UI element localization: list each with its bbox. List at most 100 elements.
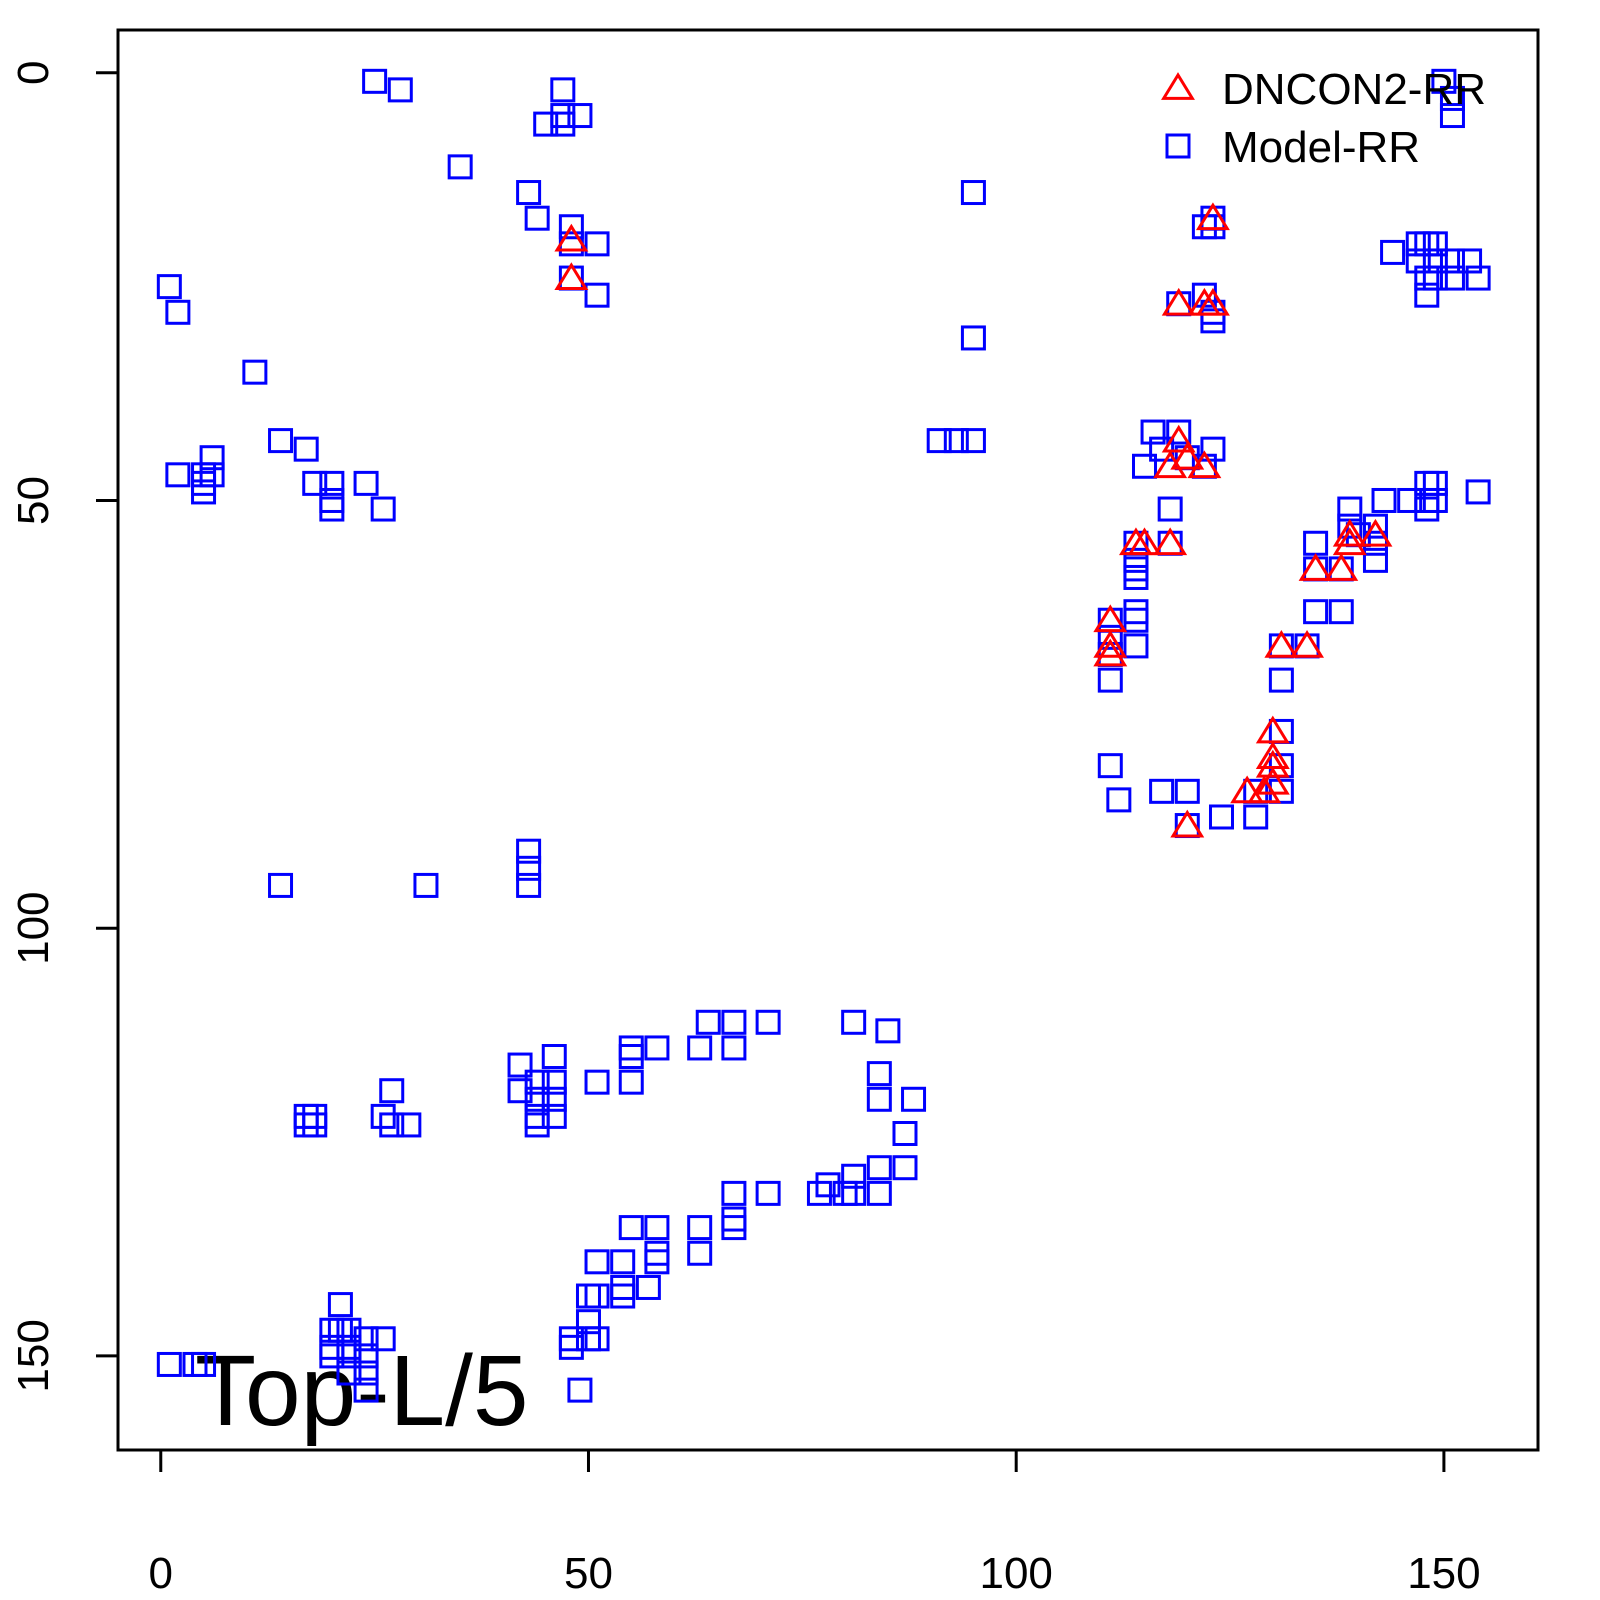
point [1422,265,1448,291]
point [892,1155,918,1181]
point [550,111,576,137]
point [507,1078,533,1104]
legend-marker [1161,72,1195,100]
x-tick-label: 100 [979,1549,1052,1598]
point [1414,496,1440,522]
point [1422,470,1448,496]
point [1230,775,1265,804]
point [1303,530,1329,556]
point [447,154,473,180]
point [1422,248,1448,274]
point [1187,450,1222,479]
point [610,1283,636,1309]
point [558,1326,584,1352]
point [199,445,225,471]
point [584,1326,610,1352]
point [1200,214,1226,240]
point [1174,778,1200,804]
point [541,1086,567,1112]
point [541,1069,567,1095]
point [507,1052,533,1078]
point [960,428,986,454]
point [541,1103,567,1129]
point [926,428,952,454]
point [516,180,542,206]
point [1405,231,1431,257]
point [687,1035,713,1061]
point [156,274,182,300]
point [1439,85,1465,111]
point [302,470,328,496]
point [567,1377,593,1403]
point [1161,424,1196,453]
point [327,1292,353,1318]
x-tick-label: 50 [564,1549,613,1598]
point [379,1112,405,1138]
point [644,1249,670,1275]
point [1157,496,1183,522]
point [721,1180,747,1206]
point [1439,248,1465,274]
point [319,496,345,522]
point [1465,479,1491,505]
point [1140,419,1166,445]
point [302,1103,328,1129]
point [1127,527,1162,556]
y-tick-label: 150 [9,1319,58,1392]
point [524,1112,550,1138]
point [1255,749,1290,778]
point [550,103,576,129]
point [1097,667,1123,693]
point [1332,527,1367,556]
point [1337,496,1363,522]
point [1332,518,1367,547]
point [1337,513,1363,539]
point [319,470,345,496]
point [1405,248,1431,274]
point [541,1044,567,1070]
point [1153,450,1188,479]
point [1093,630,1128,658]
point [336,1360,362,1386]
point [1123,633,1149,659]
point [1268,667,1294,693]
point [584,1249,610,1275]
point [396,1112,422,1138]
point [413,872,439,898]
point [1422,487,1448,513]
point [268,428,294,454]
point [199,462,225,488]
point [1414,487,1440,513]
point [191,479,217,505]
point [370,496,396,522]
point [1362,513,1388,539]
point [156,1351,182,1377]
point [1439,265,1465,291]
y-tick-label: 100 [9,891,58,964]
point [242,359,268,385]
point [1414,231,1440,257]
point [841,1163,867,1189]
y-tick-label: 0 [9,61,58,85]
point [866,1086,892,1112]
point [866,1180,892,1206]
point [1123,564,1149,590]
point [558,1334,584,1360]
legend-label: Model-RR [1222,123,1420,172]
point [575,1283,601,1309]
point [610,1274,636,1300]
point [866,1061,892,1087]
point [1123,556,1149,582]
point [191,470,217,496]
point [302,1112,328,1138]
point [1298,553,1333,581]
point [1324,553,1359,581]
point [618,1069,644,1095]
point [1149,778,1175,804]
point [644,1035,670,1061]
point [1328,599,1354,625]
point [618,1035,644,1061]
point [1243,804,1269,830]
point [268,872,294,898]
